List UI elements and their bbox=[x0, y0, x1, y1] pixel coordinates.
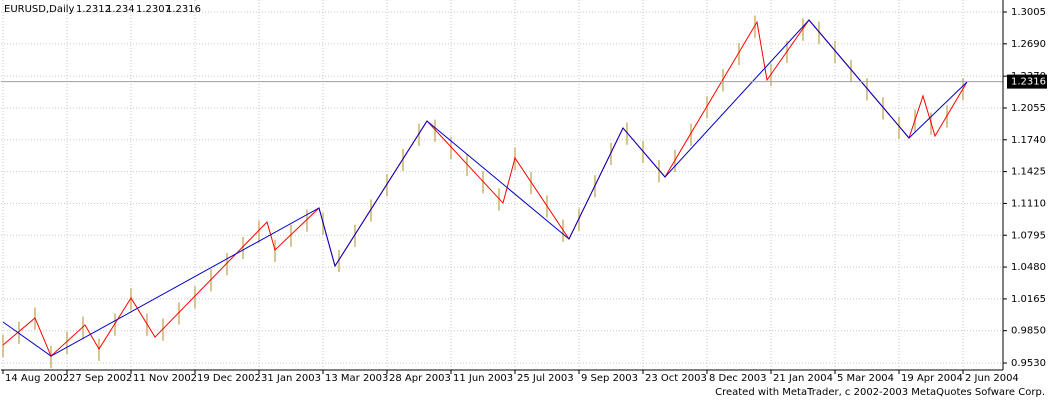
header: EURUSD,Daily 1.2312 1.234 1.2307 1.2316 bbox=[4, 4, 201, 15]
y-tick-label: 1.2055 bbox=[1011, 103, 1046, 114]
x-tick-label: 25 Jul 2003 bbox=[517, 373, 574, 384]
ohlc-low: 1.2307 bbox=[136, 4, 171, 15]
x-tick-label: 28 Apr 2003 bbox=[389, 373, 451, 384]
y-tick-label: 1.1110 bbox=[1011, 198, 1046, 209]
footer: Created with MetaTrader, c 2002-2003 Met… bbox=[715, 387, 1045, 398]
zigzag-line bbox=[2, 19, 968, 357]
y-tick-label: 0.9850 bbox=[1011, 326, 1046, 337]
ohlc-close: 1.2316 bbox=[166, 4, 201, 15]
y-tick-label: 1.3005 bbox=[1011, 7, 1046, 18]
x-tick-label: 14 Aug 2002 bbox=[5, 373, 69, 384]
ohlc-open: 1.2312 bbox=[76, 4, 111, 15]
x-tick-label: 8 Dec 2003 bbox=[709, 373, 767, 384]
x-tick-label: 31 Jan 2003 bbox=[261, 373, 321, 384]
y-tick-label: 1.0795 bbox=[1011, 230, 1046, 241]
x-tick-label: 21 Jan 2004 bbox=[773, 373, 833, 384]
x-tick-label: 5 Mar 2004 bbox=[837, 373, 894, 384]
x-tick-label: 19 Dec 2002 bbox=[197, 373, 261, 384]
x-tick-label: 9 Sep 2003 bbox=[581, 373, 638, 384]
x-tick-label: 11 Jun 2003 bbox=[453, 373, 513, 384]
x-tick-label: 27 Sep 2002 bbox=[69, 373, 132, 384]
y-tick-label: 1.1425 bbox=[1011, 167, 1046, 178]
ohlc-high: 1.234 bbox=[106, 4, 135, 15]
y-tick-label: 0.9530 bbox=[1011, 358, 1046, 369]
current-price-box bbox=[1007, 74, 1047, 89]
x-tick-label: 2 Jun 2004 bbox=[965, 373, 1019, 384]
y-tick-label: 1.0165 bbox=[1011, 294, 1046, 305]
y-tick-label: 1.2690 bbox=[1011, 39, 1046, 50]
x-tick-label: 19 Apr 2004 bbox=[901, 373, 963, 384]
x-tick-label: 13 Mar 2003 bbox=[325, 373, 388, 384]
x-tick-label: 11 Nov 2002 bbox=[133, 373, 197, 384]
y-tick-label: 1.1740 bbox=[1011, 135, 1046, 146]
y-tick-label: 1.0480 bbox=[1011, 262, 1046, 273]
symbol: EURUSD,Daily bbox=[4, 4, 75, 15]
current-price-label: 1.2316 bbox=[1011, 77, 1046, 88]
x-tick-label: 23 Oct 2003 bbox=[645, 373, 707, 384]
